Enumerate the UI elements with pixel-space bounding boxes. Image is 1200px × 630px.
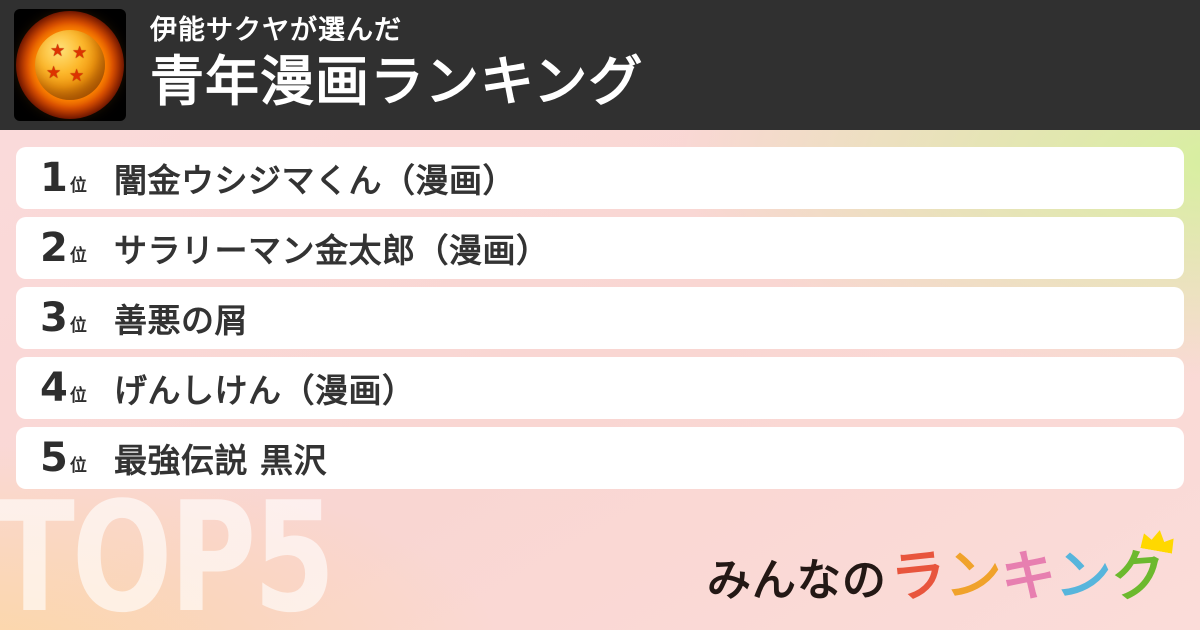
rank-suffix: 位 <box>69 176 87 196</box>
rank-badge: 3 位 <box>40 298 96 338</box>
rank-suffix: 位 <box>69 456 87 476</box>
rank-number: 5 <box>40 435 68 481</box>
ranking-body: 1 位 闇金ウシジマくん（漫画） 2 位 サラリーマン金太郎（漫画） 3 位 善… <box>0 130 1200 630</box>
rank-badge: 2 位 <box>40 228 96 268</box>
ranking-row: 5 位 最強伝説 黒沢 <box>16 427 1184 489</box>
rank-number: 4 <box>40 365 68 411</box>
ranking-item-title: サラリーマン金太郎（漫画） <box>114 231 550 270</box>
star-icon: ★ <box>69 66 85 86</box>
dragon-ball-icon: ★ ★ ★ ★ <box>35 30 105 100</box>
rank-number: 2 <box>40 225 68 271</box>
header: ★ ★ ★ ★ 伊能サクヤが選んだ 青年漫画ランキング <box>0 0 1200 130</box>
star-icon: ★ <box>72 43 88 63</box>
ranking-item-title: 闇金ウシジマくん（漫画） <box>114 161 516 200</box>
ranking-row: 3 位 善悪の屑 <box>16 287 1184 349</box>
logo-char: ン <box>943 542 1004 610</box>
star-icon: ★ <box>46 63 62 83</box>
avatar: ★ ★ ★ ★ <box>14 9 126 121</box>
ranking-item-title: 最強伝説 黒沢 <box>114 441 327 480</box>
header-subtitle: 伊能サクヤが選んだ <box>150 15 402 46</box>
ranking-row: 1 位 闇金ウシジマくん（漫画） <box>16 147 1184 209</box>
ranking-row: 4 位 げんしけん（漫画） <box>16 357 1184 419</box>
logo-char: ン <box>1053 542 1114 610</box>
top5-watermark: TOP5 <box>0 469 336 630</box>
ranking-item-title: げんしけん（漫画） <box>114 371 416 410</box>
logo-char: ラ <box>887 541 950 611</box>
rank-suffix: 位 <box>69 316 87 336</box>
rank-badge: 4 位 <box>40 368 96 408</box>
ranking-row: 2 位 サラリーマン金太郎（漫画） <box>16 217 1184 279</box>
ranking-list: 1 位 闇金ウシジマくん（漫画） 2 位 サラリーマン金太郎（漫画） 3 位 善… <box>16 147 1184 497</box>
rank-number: 1 <box>40 155 68 201</box>
header-text: 伊能サクヤが選んだ 青年漫画ランキング <box>150 14 643 113</box>
logo-char: ク <box>1108 542 1169 610</box>
rank-suffix: 位 <box>69 246 87 266</box>
logo-colored-text: ランキンク <box>887 541 1169 611</box>
rank-badge: 1 位 <box>40 158 96 198</box>
minna-no-ranking-logo: みんなの ランキンク <box>706 541 1169 611</box>
rank-badge: 5 位 <box>40 438 96 478</box>
logo-char: キ <box>999 543 1058 609</box>
logo-prefix-text: みんなの <box>706 555 887 606</box>
rank-suffix: 位 <box>69 386 87 406</box>
rank-number: 3 <box>40 295 68 341</box>
page-title: 青年漫画ランキング <box>150 49 644 113</box>
ranking-item-title: 善悪の屑 <box>114 301 248 340</box>
star-icon: ★ <box>50 41 66 61</box>
